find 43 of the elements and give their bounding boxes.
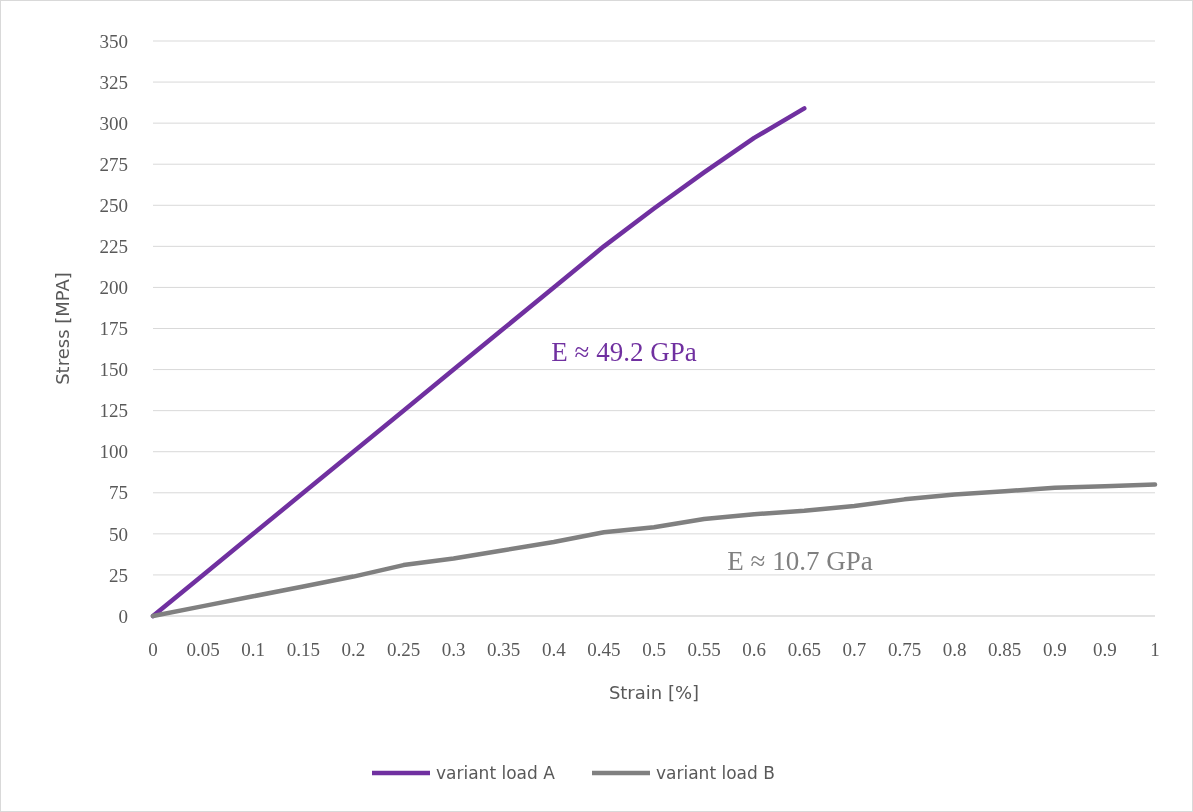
x-tick-label: 0.45 [587, 639, 621, 660]
y-tick-label: 125 [99, 400, 128, 422]
y-tick-label: 300 [99, 112, 128, 134]
x-axis-title: Strain [%] [608, 682, 700, 703]
x-tick-label: 0.65 [787, 639, 821, 660]
y-tick-label: 350 [99, 30, 128, 52]
y-tick-label: 325 [99, 71, 128, 93]
y-tick-label: 50 [109, 523, 128, 545]
y-tick-label: 175 [99, 318, 128, 340]
y-tick-label: 75 [109, 482, 128, 504]
x-tick-label: 0 [148, 639, 158, 660]
y-axis-title: Stress [MPA] [52, 272, 73, 385]
y-tick-label: 100 [99, 441, 128, 463]
x-tick-label: 0.1 [241, 639, 266, 660]
x-tick-label: 0.85 [988, 639, 1022, 660]
y-tick-label: 225 [99, 236, 128, 258]
x-tick-label: 0.9 [1093, 639, 1117, 660]
x-tick-label: 0.9 [1042, 639, 1067, 660]
x-tick-label: 0.8 [942, 639, 967, 660]
x-tick-label: 0.25 [386, 639, 421, 660]
x-tick-label: 0.5 [642, 639, 666, 660]
y-tick-label: 275 [99, 153, 128, 175]
legend-label: variant load B [656, 762, 775, 783]
y-tick-label: 150 [99, 359, 128, 381]
x-tick-label: 0.05 [186, 639, 220, 660]
x-tick-label: 0.2 [341, 639, 366, 660]
x-tick-label: 0.35 [487, 639, 521, 660]
x-tick-label: 0.15 [286, 639, 320, 660]
line-series [150, 482, 1158, 619]
annotation: E ≈ 49.2 GPa [551, 337, 697, 368]
legend-label: variant load A [436, 762, 556, 783]
x-tick-label: 0.6 [742, 639, 767, 660]
x-tick-label: 0.7 [842, 639, 867, 660]
x-tick-label: 0.4 [541, 639, 567, 660]
y-tick-label: 25 [109, 564, 128, 586]
annotation: E ≈ 10.7 GPa [727, 546, 873, 577]
y-tick-label: 250 [99, 194, 128, 216]
x-tick-label: 0.3 [441, 639, 466, 660]
x-tick-label: 0.55 [687, 639, 721, 660]
x-tick-label: 1 [1150, 639, 1160, 660]
y-tick-label: 0 [118, 605, 128, 627]
x-tick-label: 0.75 [887, 639, 922, 660]
y-tick-label: 200 [99, 277, 128, 299]
